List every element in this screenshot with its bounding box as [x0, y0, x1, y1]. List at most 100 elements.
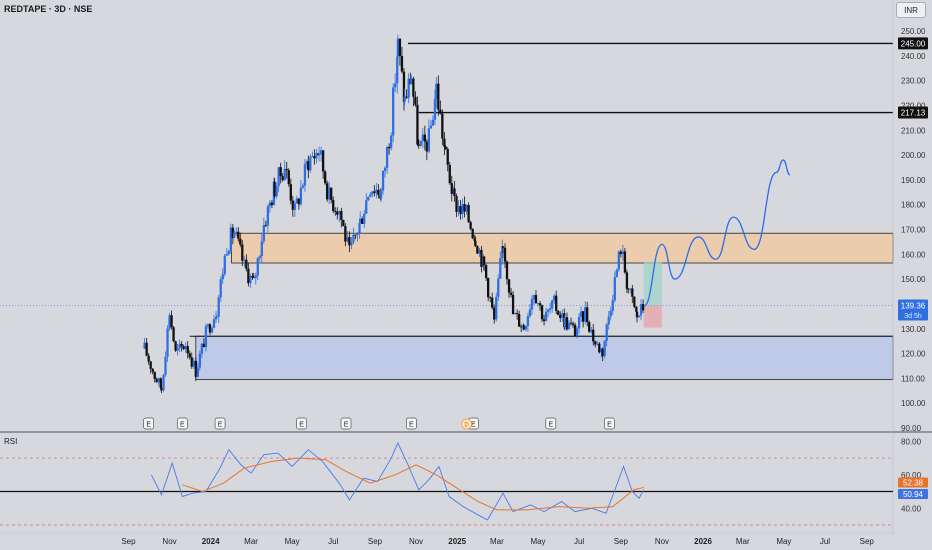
time-axis-tick: May [285, 537, 300, 546]
candle-bull [590, 326, 593, 335]
candle-bear [170, 310, 173, 330]
candle-body [227, 250, 230, 255]
candle-bear [145, 337, 148, 357]
candle-body [609, 310, 612, 317]
candle-body [309, 156, 312, 171]
candle-bear [182, 344, 185, 350]
candle-body [334, 211, 337, 212]
symbol-title: REDTAPE · 3D · NSE [4, 4, 93, 14]
candle-bull [283, 160, 286, 181]
earnings-marker-label: E [218, 422, 223, 429]
candle-body [417, 144, 420, 146]
candle-body [493, 307, 496, 320]
candle-body [471, 228, 474, 239]
price-axis-tick: 230.00 [901, 77, 926, 86]
candle-body [546, 309, 550, 312]
candle-bull [367, 196, 370, 201]
candle-body [256, 258, 259, 276]
candle-bull [352, 227, 355, 245]
candle-body [396, 38, 400, 57]
candle-body [204, 326, 208, 348]
candle-body [526, 316, 530, 327]
candle-body [538, 303, 542, 306]
candle-bull [427, 119, 431, 154]
time-axis-tick: Sep [368, 537, 383, 546]
candle-bull [223, 253, 226, 277]
earnings-marker-label: E [299, 422, 304, 429]
candle-bear [241, 239, 244, 266]
candle-bear [538, 300, 542, 311]
candle-body [223, 255, 226, 275]
candle-body [178, 343, 181, 349]
earnings-marker-label: E [409, 422, 414, 429]
price-axis-tick: 130.00 [901, 325, 926, 334]
candle-body [157, 378, 160, 383]
candle-body [520, 326, 523, 328]
candle-bull [544, 307, 548, 322]
candle-bear [469, 220, 472, 231]
candle-body [489, 297, 492, 299]
candle-bull [530, 295, 534, 315]
candle-bull [394, 73, 397, 92]
time-axis-tick: Jul [328, 537, 338, 546]
candle-body [365, 200, 368, 214]
candle-bear [354, 234, 357, 240]
candle-bear [188, 350, 191, 360]
candle-bear [623, 248, 627, 274]
candle-body [557, 310, 560, 315]
candle-body [260, 241, 263, 257]
candle-body [412, 78, 415, 97]
candle-body [540, 305, 544, 320]
candle-bear [522, 324, 526, 330]
candle-bull [235, 227, 238, 236]
price-axis-tick: 180.00 [901, 201, 926, 210]
candle-bull [227, 249, 230, 256]
candle-body [373, 191, 376, 194]
candle-body [212, 319, 216, 328]
time-axis-tick: 2026 [694, 537, 712, 546]
candle-body [235, 231, 238, 233]
candle-bull [215, 314, 218, 318]
bar-countdown-label: 3d 5h [904, 313, 922, 320]
candle-body [375, 189, 378, 194]
candle-bull [410, 75, 413, 85]
supply-zone [231, 232, 894, 264]
candle-body [352, 234, 355, 243]
candle-bear [387, 143, 391, 155]
candle-bull [637, 315, 641, 318]
candle-bear [542, 314, 546, 326]
candle-bear [377, 184, 380, 199]
candle-body [359, 218, 362, 224]
earnings-marker-label: E [607, 422, 612, 429]
candle-body [534, 295, 538, 304]
candle-body [507, 279, 511, 293]
candle-body [387, 147, 391, 149]
candle-body [410, 78, 413, 85]
candle-body [619, 251, 623, 255]
candle-bull [371, 190, 374, 198]
candle-body [598, 343, 601, 353]
currency-button[interactable]: INR [896, 2, 926, 18]
candle-bear [633, 296, 636, 309]
candle-body [194, 360, 197, 377]
candle-body [245, 259, 248, 269]
candle-bear [373, 184, 376, 197]
candle-bear [149, 360, 152, 374]
candle-body [162, 374, 165, 391]
candle-body [369, 194, 372, 197]
candle-bear [155, 377, 158, 383]
rsi-axis-tick: 80.00 [901, 437, 922, 446]
candle-bull [206, 323, 210, 329]
candle-bear [474, 236, 477, 248]
candle-bull [567, 319, 571, 330]
candle-bull [513, 312, 517, 315]
candle-body [607, 316, 610, 325]
candle-body [567, 322, 571, 330]
candle-bull [457, 200, 460, 216]
price-axis-tick: 210.00 [901, 126, 926, 135]
candle-body [149, 361, 152, 369]
candle-bull [577, 312, 581, 334]
earnings-marker-label: E [344, 422, 349, 429]
rsi-value: 50.94 [903, 490, 924, 499]
